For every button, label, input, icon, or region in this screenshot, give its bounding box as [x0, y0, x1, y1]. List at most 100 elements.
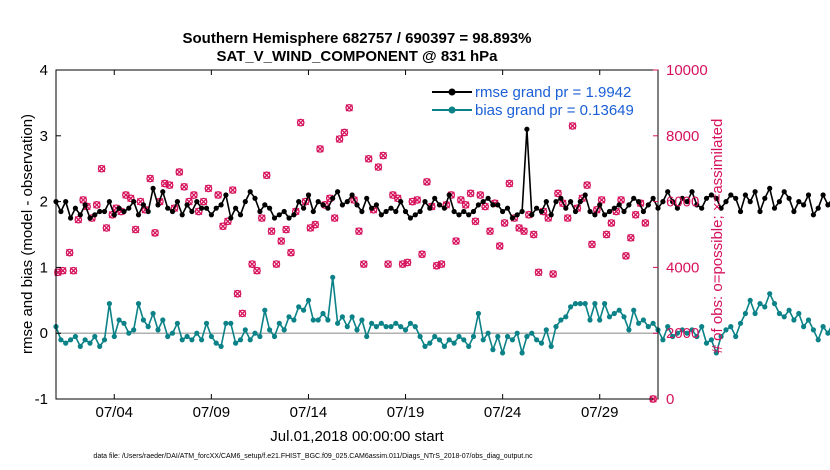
bias-point — [733, 333, 739, 340]
chart-title: Southern Hemisphere 682757 / 690397 = 98… — [183, 30, 532, 47]
obs-assimilated-marker — [253, 267, 261, 275]
rmse-point — [373, 202, 379, 208]
obs-possible-marker — [277, 237, 286, 245]
rmse-point — [233, 205, 239, 211]
bias-point — [490, 347, 496, 353]
y-axis-left: -1 0 1 2 3 4 — [35, 62, 61, 408]
rmse-point — [708, 192, 715, 198]
y2-tick-label: 8000 — [666, 128, 699, 145]
rmse-point — [825, 202, 830, 208]
rmse-point — [223, 192, 229, 198]
bias-point — [519, 350, 525, 356]
bias-line — [55, 277, 830, 356]
rmse-point — [150, 185, 156, 191]
obs-possible-marker — [544, 214, 553, 222]
bias-point — [441, 343, 447, 349]
obs-assimilated-marker — [331, 214, 339, 222]
obs-possible-marker — [461, 201, 470, 209]
bias-point — [310, 317, 316, 323]
rmse-point — [296, 199, 302, 205]
obs-assimilated-marker — [583, 181, 591, 189]
bias-point — [805, 317, 812, 323]
obs-possible-marker — [359, 260, 368, 268]
bias-point — [135, 301, 142, 307]
obs-possible-marker — [583, 181, 591, 189]
rmse-point — [383, 208, 389, 215]
bias-point — [208, 333, 214, 340]
rmse-point — [553, 199, 559, 205]
obs-possible-marker — [592, 205, 601, 214]
bias-point — [330, 274, 336, 280]
rmse-point — [106, 199, 112, 205]
rmse-point — [689, 189, 695, 195]
rmse-point — [752, 189, 758, 195]
obs-assimilated-marker — [102, 224, 111, 232]
x-tick-label: 07/04 — [95, 404, 133, 421]
obs-possible-marker — [287, 248, 295, 257]
bias-point — [354, 327, 360, 333]
rmse-point — [305, 192, 312, 198]
bias-point — [703, 340, 710, 346]
bias-point — [145, 324, 151, 330]
bias-point — [815, 337, 821, 343]
bias-point — [373, 324, 379, 330]
rmse-point — [762, 195, 768, 201]
rmse-point — [587, 208, 593, 215]
bias-point — [475, 310, 481, 317]
obs-assimilated-marker — [316, 145, 324, 153]
bias-point — [737, 320, 744, 326]
bias-point — [155, 327, 161, 333]
bias-point — [572, 301, 579, 307]
obs-possible-marker — [92, 201, 101, 209]
bias-point — [723, 327, 729, 333]
rmse-point — [456, 212, 462, 218]
obs-assimilated-marker — [93, 201, 101, 209]
obs-assimilated-marker — [79, 196, 87, 204]
rmse-point — [247, 189, 253, 195]
bias-point — [291, 317, 297, 323]
obs-possible-marker — [413, 196, 422, 204]
y-tick-label: 4 — [40, 62, 48, 79]
obs-assimilated-marker — [602, 230, 611, 239]
obs-assimilated-marker — [238, 309, 247, 318]
obs-assimilated-marker — [97, 165, 106, 173]
bias-point — [485, 330, 491, 336]
rmse-point — [121, 208, 127, 215]
bias-point — [398, 324, 404, 330]
obs-possible-marker — [457, 196, 465, 204]
rmse-point — [441, 205, 447, 211]
rmse-point — [378, 212, 384, 218]
bias-point — [752, 310, 758, 317]
y-tick-label: 1 — [40, 259, 48, 276]
obs-possible-marker — [588, 240, 596, 249]
bias-point — [242, 327, 248, 333]
obs-possible-marker — [69, 266, 78, 275]
obs-possible-marker — [330, 214, 339, 222]
rmse-point — [626, 202, 632, 208]
obs-possible-marker — [631, 210, 640, 219]
rmse-point — [402, 208, 409, 215]
obs-possible-marker — [131, 225, 140, 234]
bias-point — [670, 333, 676, 340]
obs-assimilated-marker — [466, 189, 475, 198]
bias-point — [694, 333, 700, 340]
rmse-point — [208, 212, 214, 218]
bias-point — [791, 317, 797, 323]
bias-point — [402, 327, 409, 333]
bias-point — [597, 317, 603, 323]
rmse-point — [412, 212, 418, 218]
rmse-point — [694, 202, 700, 208]
rmse-point — [140, 202, 146, 208]
bias-point — [592, 301, 598, 307]
bias-point — [640, 317, 647, 323]
obs-possible-marker — [418, 250, 426, 259]
bias-point — [305, 297, 312, 303]
obs-possible-marker — [214, 191, 223, 199]
obs-assimilated-marker — [277, 237, 285, 245]
y2-tick-label: 10000 — [666, 62, 708, 79]
rmse-point — [767, 185, 773, 191]
rmse-point — [582, 192, 588, 198]
bias-point — [223, 320, 229, 326]
bias-point — [339, 314, 345, 320]
rmse-point — [563, 205, 569, 211]
